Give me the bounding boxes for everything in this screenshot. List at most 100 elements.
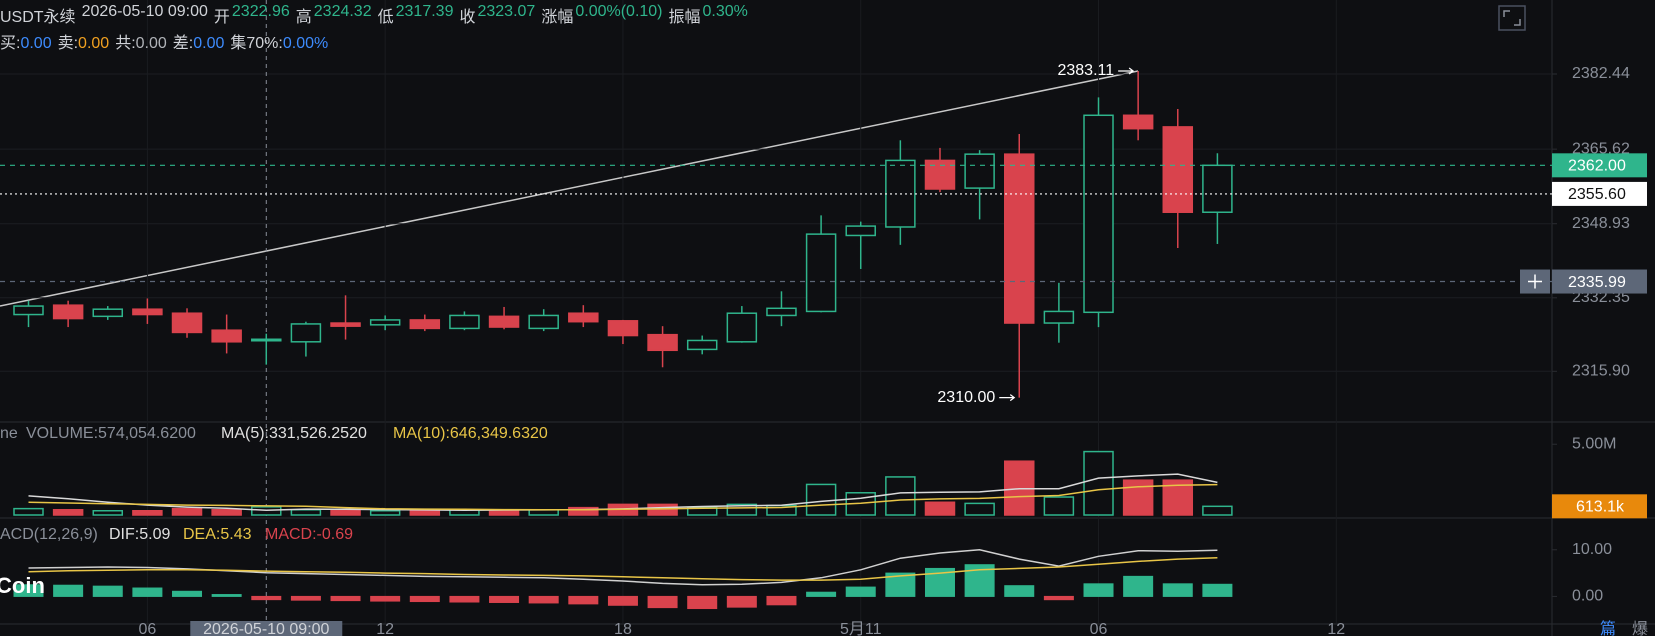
expand-frame[interactable] (1498, 5, 1526, 31)
plus-icon (1528, 274, 1542, 289)
field-label: 高 (295, 9, 312, 26)
macd-bar (687, 595, 718, 610)
field-value: 2317.39 (395, 3, 454, 20)
header-line: USDT永续 2026-05-10 09:00 开 2322.96 高 2324.32 低 2… (0, 3, 748, 27)
candle-body (568, 312, 599, 323)
candle-body (449, 314, 480, 330)
x-tick-label: 5月11 (840, 621, 882, 636)
volume-bar (964, 502, 995, 516)
macd-bar (885, 572, 916, 597)
macd-bar (1162, 583, 1193, 597)
macd-bar (845, 586, 876, 597)
indicator-label: MA(5):331,526.2520 (221, 425, 367, 442)
indicator-label: DEA:5.43 (183, 526, 252, 543)
price-label: 2335.99 (1568, 274, 1626, 291)
indicator-label: VOLUME:574,054.6200 (26, 425, 196, 442)
footer-tab[interactable]: 爆 (1632, 619, 1648, 636)
field-label: 开 (213, 9, 230, 26)
volume-bar (52, 509, 84, 516)
field-label: 振幅 (668, 9, 701, 26)
volume-bar (1083, 450, 1114, 516)
macd-bar (806, 591, 837, 597)
macd-bar (1202, 583, 1233, 597)
candle-body (528, 314, 559, 330)
macd-bar (607, 595, 638, 606)
macd-bar (172, 590, 203, 597)
macd-bar (489, 595, 520, 603)
candle-body (1122, 114, 1154, 130)
candle-body (132, 308, 163, 316)
x-tick-label: 12 (1327, 621, 1345, 636)
volume-bar (568, 506, 599, 516)
volume-ma-line (28, 483, 1218, 511)
volume-bar (924, 501, 956, 516)
field-value: 2324.32 (313, 3, 372, 20)
volume-bar (1202, 505, 1233, 516)
volume-bar (132, 510, 163, 516)
candle-body (330, 322, 361, 327)
x-tick-label: 18 (614, 621, 632, 636)
volume-bar (369, 510, 401, 516)
macd-bar (647, 595, 678, 609)
macd-bar (528, 595, 559, 604)
indicator-label: MACD:-0.69 (265, 526, 353, 543)
candle-body (1043, 310, 1075, 324)
field-value: 0.00%(0.10) (575, 3, 663, 20)
stat-label: 共: (115, 35, 136, 52)
macd-bar (726, 595, 757, 608)
candle-body (647, 333, 678, 352)
macd-bar (132, 587, 163, 597)
candle-body (488, 315, 520, 328)
stat: 共:0.00 (115, 29, 167, 53)
candle-body (1162, 126, 1194, 213)
watermark: Coin (0, 573, 45, 598)
price-label-box (1552, 181, 1647, 206)
volume-marker-box (1552, 494, 1647, 519)
macd-bar (13, 584, 44, 597)
x-tick-label: 06 (138, 621, 156, 636)
y-tick-label: 2382.44 (1572, 65, 1630, 82)
macd-bar (1004, 585, 1035, 597)
x-tick-label: 2026-05-10 09:00 (203, 621, 329, 636)
indicator-label: DIF:5.09 (109, 526, 170, 543)
y-tick-label: 0.00 (1572, 588, 1603, 605)
x-tick-label: 12 (376, 621, 394, 636)
candle-body (1083, 114, 1114, 314)
volume-bar (330, 510, 361, 516)
symbol: USDT永续 (0, 9, 76, 26)
y-tick-label: 10.00 (1572, 541, 1612, 558)
candle-body (1004, 153, 1035, 324)
macd-bar (211, 594, 242, 597)
expand-icon[interactable] (1503, 10, 1521, 26)
candle-body (251, 338, 282, 342)
macd-line (28, 556, 1218, 581)
stat-value: 0.00 (78, 35, 110, 52)
volume-bar (409, 510, 441, 516)
candle-body (686, 339, 718, 351)
candle-body (92, 308, 124, 318)
candle-body (290, 323, 322, 343)
macd-bar (1083, 583, 1114, 597)
x-tick-label: 06 (1090, 621, 1108, 636)
candle-body (1202, 164, 1233, 213)
price-label: 2355.60 (1568, 186, 1626, 203)
indicator-label: ne (0, 425, 18, 442)
y-tick-label: 2348.93 (1572, 215, 1630, 232)
y-tick-label: 5.00M (1572, 435, 1616, 452)
stat-value: 0.00 (135, 35, 167, 52)
candle-body (171, 312, 203, 334)
stat: 集70%:0.00% (230, 29, 328, 53)
macd-bar (370, 595, 401, 602)
field-value: 0.30% (702, 3, 748, 20)
time: 2026-05-10 09:00 (81, 3, 208, 20)
macd-bar (330, 595, 361, 602)
annotation-label: 2383.11 (1057, 62, 1114, 79)
footer-tab[interactable]: 篇 (1600, 620, 1616, 636)
annotation-label: 2310.00 (937, 389, 995, 406)
volume-bar (805, 483, 837, 516)
candle-body (211, 329, 242, 343)
expand-button[interactable] (1498, 5, 1526, 31)
price-label-box (1552, 153, 1647, 178)
stat: 卖:0.00 (58, 29, 110, 53)
